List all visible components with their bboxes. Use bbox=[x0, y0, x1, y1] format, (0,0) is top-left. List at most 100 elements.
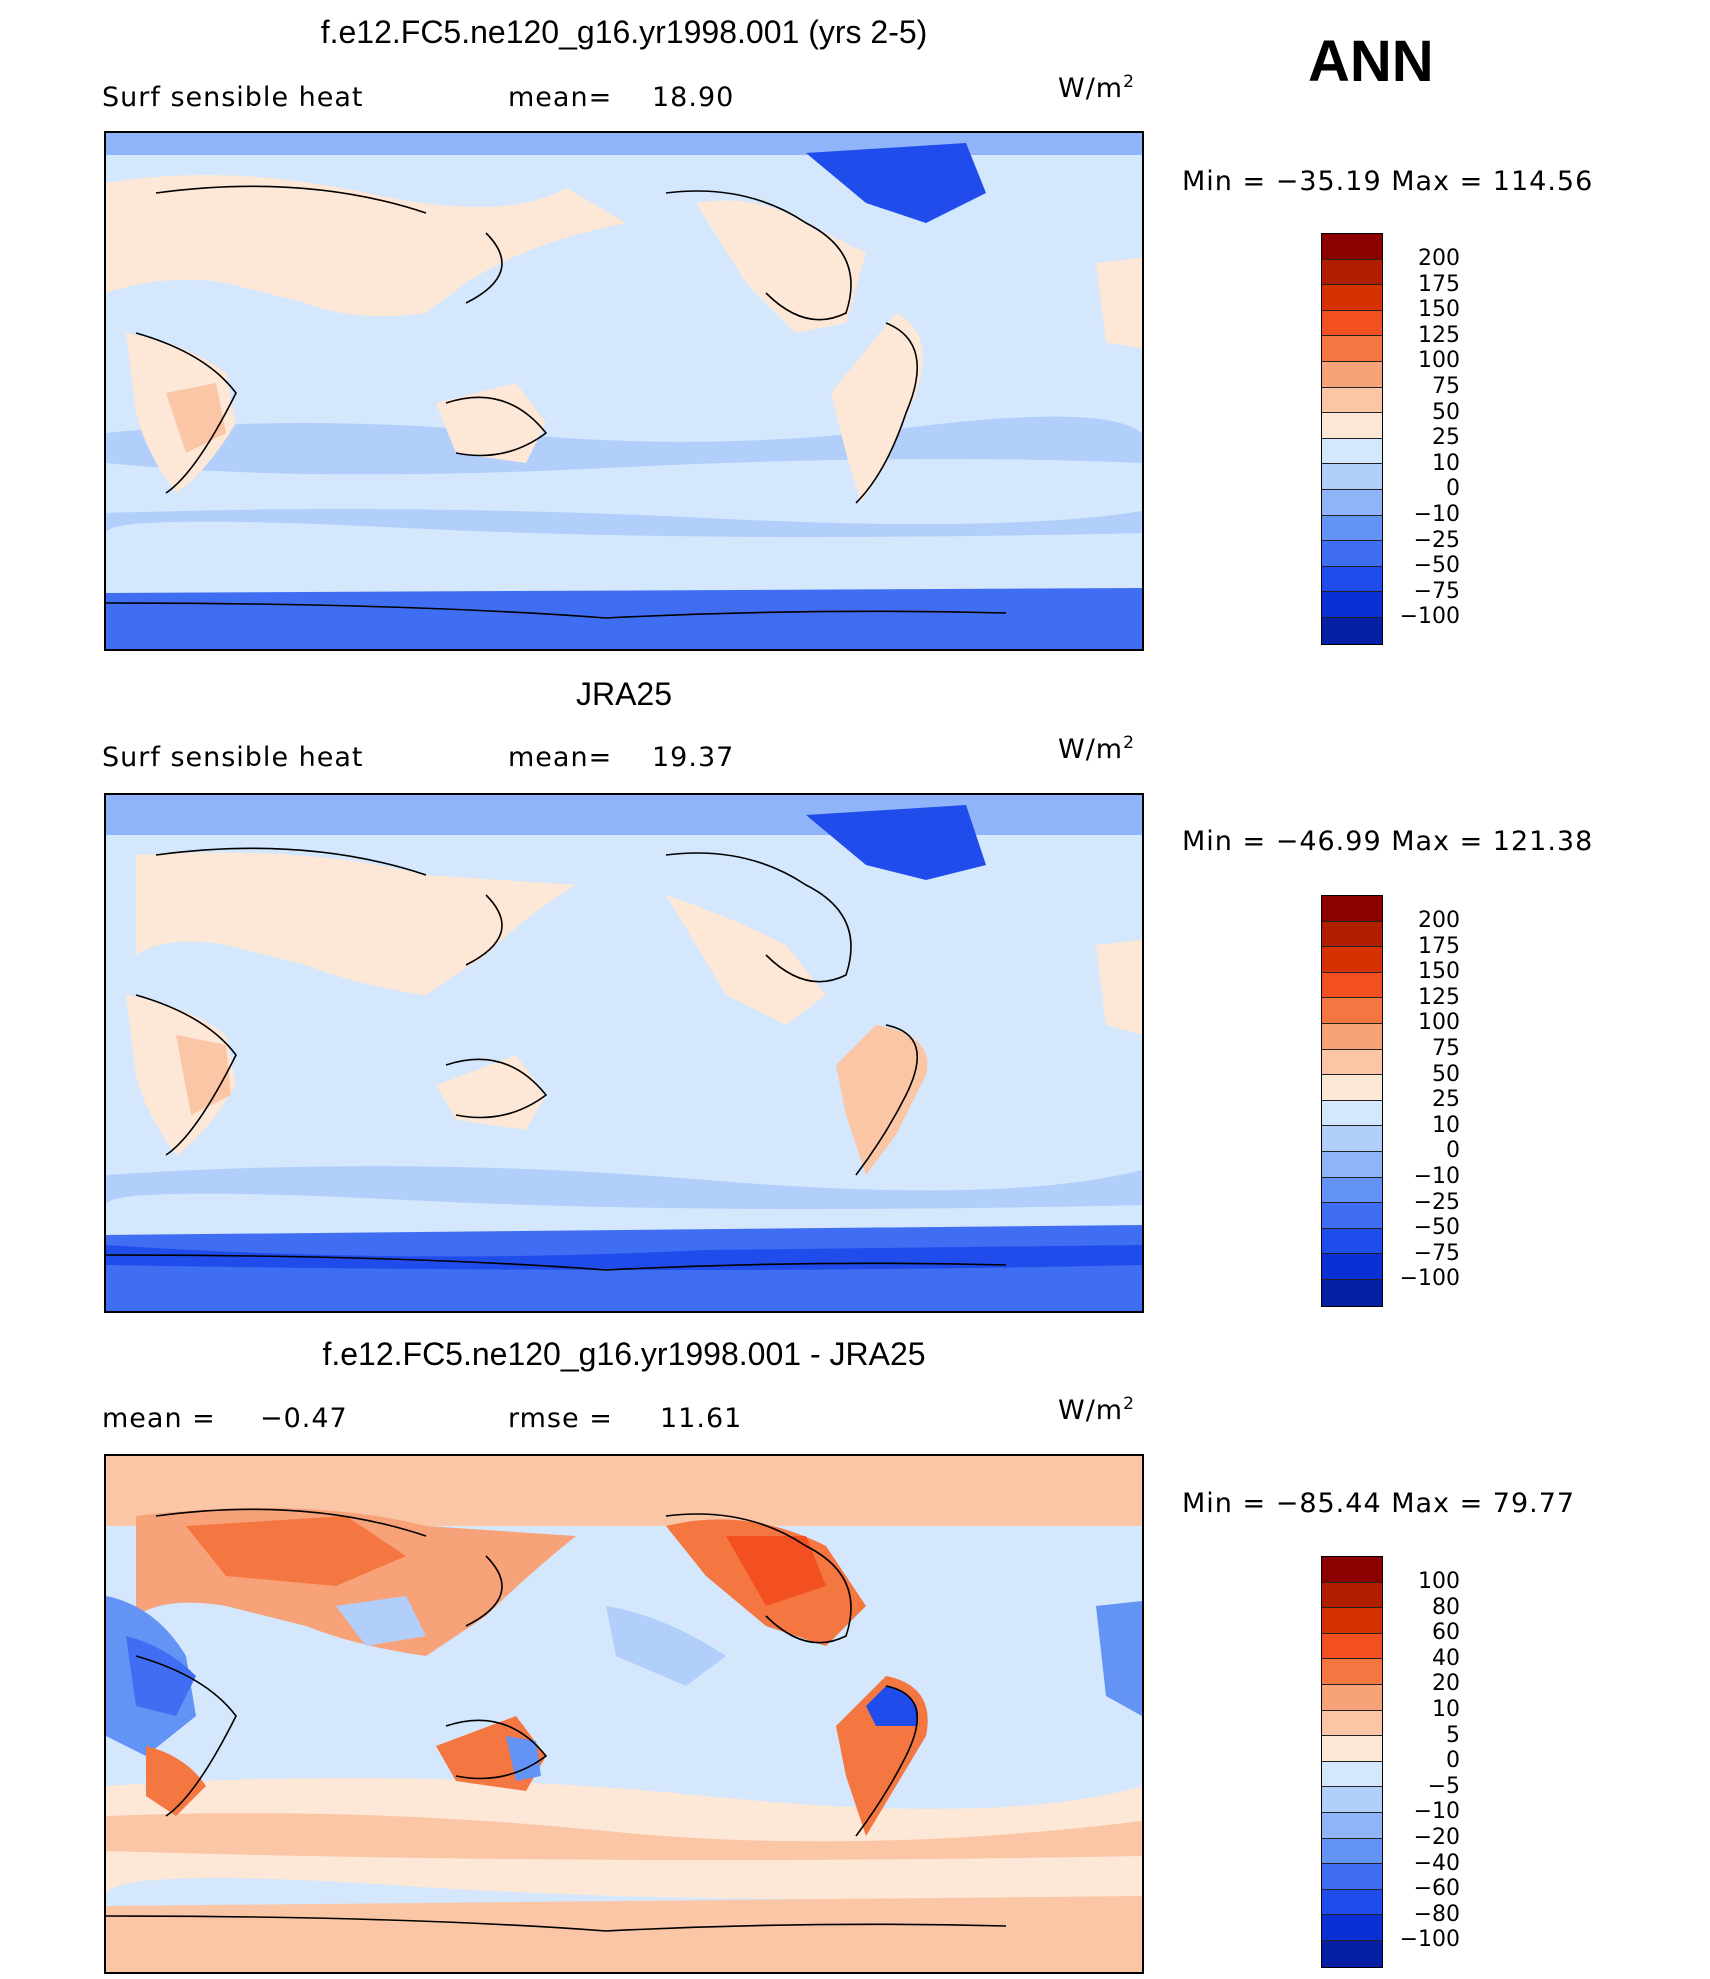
panel-3-colorbar-swatch bbox=[1322, 1557, 1382, 1583]
panel-2-colorbar-tick: −50 bbox=[1413, 1215, 1460, 1241]
panel-1-colorbar-ticks: 200 175 150 125 100 75 50 25 10 0 −10 −2… bbox=[1390, 246, 1460, 630]
panel-1-colorbar-swatch bbox=[1322, 234, 1382, 260]
panel-3-colorbar-tick: 0 bbox=[1446, 1748, 1460, 1774]
panel-1-colorbar-tick: 125 bbox=[1418, 322, 1460, 348]
panel-2-map bbox=[104, 793, 1144, 1313]
panel-2-colorbar-tick: −75 bbox=[1413, 1240, 1460, 1266]
panel-1-colorbar-swatch bbox=[1322, 259, 1382, 286]
panel-3-colorbar-swatch bbox=[1322, 1889, 1382, 1916]
panel-1-colorbar-swatch bbox=[1322, 464, 1382, 490]
panel-3-rmse-value: 11.61 bbox=[660, 1403, 743, 1434]
panel-1-colorbar-swatch bbox=[1322, 617, 1382, 644]
panel-2-colorbar-swatch bbox=[1322, 1126, 1382, 1152]
panel-3-colorbar-swatch bbox=[1322, 1582, 1382, 1609]
panel-3-title: f.e12.FC5.ne120_g16.yr1998.001 - JRA25 bbox=[322, 1336, 926, 1372]
panel-2-colorbar-tick: −100 bbox=[1399, 1266, 1460, 1292]
panel-3-rmse-label: rmse = bbox=[508, 1403, 613, 1434]
panel-2-units: W/m2 bbox=[1058, 733, 1135, 765]
panel-3-colorbar-tick: 5 bbox=[1446, 1722, 1460, 1748]
panel-1-colorbar-tick: 200 bbox=[1418, 246, 1460, 271]
panel-3-colorbar-tick: −5 bbox=[1427, 1773, 1460, 1799]
panel-2-colorbar-swatch bbox=[1322, 1228, 1382, 1255]
panel-2-colorbar-ticks: 200 175 150 125 100 75 50 25 10 0 −10 −2… bbox=[1390, 908, 1460, 1292]
panel-2-colorbar-swatch bbox=[1322, 1203, 1382, 1229]
panel-3-mean-value: −0.47 bbox=[260, 1403, 348, 1434]
panel-1-colorbar-swatch bbox=[1322, 489, 1382, 516]
panel-2-colorbar-swatch bbox=[1322, 972, 1382, 999]
panel-1-colorbar-tick: 50 bbox=[1432, 399, 1460, 425]
panel-2-colorbar-tick: 175 bbox=[1418, 933, 1460, 959]
panel-3-colorbar-swatch bbox=[1322, 1608, 1382, 1634]
panel-3-map bbox=[104, 1454, 1144, 1974]
panel-1-colorbar-tick: 150 bbox=[1418, 297, 1460, 323]
panel-1-variable-label: Surf sensible heat bbox=[102, 82, 364, 113]
panel-2-map-plot bbox=[106, 795, 1142, 1311]
panel-2-title: JRA25 bbox=[575, 676, 673, 712]
panel-2-colorbar-tick: 100 bbox=[1418, 1010, 1460, 1036]
panel-2-colorbar-tick: 25 bbox=[1432, 1087, 1460, 1113]
panel-1-colorbar-tick: 10 bbox=[1432, 450, 1460, 476]
panel-1-colorbar-tick: 25 bbox=[1432, 425, 1460, 451]
panel-2-colorbar-tick: 0 bbox=[1446, 1138, 1460, 1164]
panel-2-mean-value: 19.37 bbox=[652, 742, 735, 773]
panel-3-colorbar-tick: 100 bbox=[1418, 1569, 1460, 1594]
panel-2-colorbar bbox=[1321, 895, 1383, 1307]
panel-1-colorbar-tick: −100 bbox=[1399, 604, 1460, 630]
panel-1-map-plot bbox=[106, 133, 1142, 649]
panel-2-colorbar-swatch bbox=[1322, 1254, 1382, 1280]
panel-3-colorbar-tick: −20 bbox=[1413, 1824, 1460, 1850]
panel-1-mean-label: mean= bbox=[508, 82, 613, 113]
panel-3-colorbar-tick: 10 bbox=[1432, 1696, 1460, 1722]
panel-3-colorbar-tick: 60 bbox=[1432, 1620, 1460, 1646]
panel-2-minmax: Min = −46.99 Max = 121.38 bbox=[1182, 826, 1594, 857]
panel-1-colorbar-tick: 0 bbox=[1446, 476, 1460, 502]
panel-1-colorbar-swatch bbox=[1322, 387, 1382, 414]
panel-1-colorbar-swatch bbox=[1322, 285, 1382, 311]
panel-3-colorbar-swatch bbox=[1322, 1736, 1382, 1762]
panel-3-colorbar-swatch bbox=[1322, 1633, 1382, 1660]
panel-1-colorbar-swatch bbox=[1322, 541, 1382, 567]
panel-2-colorbar-tick: 75 bbox=[1432, 1035, 1460, 1061]
panel-1-colorbar-swatch bbox=[1322, 592, 1382, 618]
panel-3-colorbar-ticks: 100 80 60 40 20 10 5 0 −5 −10 −20 −40 −6… bbox=[1390, 1569, 1460, 1953]
panel-3-colorbar-tick: 40 bbox=[1432, 1645, 1460, 1671]
panel-3-colorbar-swatch bbox=[1322, 1940, 1382, 1967]
panel-2-colorbar-tick: 150 bbox=[1418, 959, 1460, 985]
panel-3-units: W/m2 bbox=[1058, 1394, 1135, 1426]
panel-1-colorbar-tick: 100 bbox=[1418, 348, 1460, 374]
panel-3-minmax: Min = −85.44 Max = 79.77 bbox=[1182, 1488, 1576, 1519]
panel-1-colorbar-swatch bbox=[1322, 310, 1382, 337]
panel-2-mean-label: mean= bbox=[508, 742, 613, 773]
panel-3-colorbar-tick: −40 bbox=[1413, 1850, 1460, 1876]
panel-3-colorbar-tick: −10 bbox=[1413, 1799, 1460, 1825]
panel-1-colorbar-tick: −75 bbox=[1413, 578, 1460, 604]
panel-1-title: f.e12.FC5.ne120_g16.yr1998.001 (yrs 2-5) bbox=[320, 14, 928, 50]
panel-2-colorbar-swatch bbox=[1322, 1075, 1382, 1101]
panel-3-colorbar-swatch bbox=[1322, 1838, 1382, 1865]
panel-2-colorbar-tick: 200 bbox=[1418, 908, 1460, 933]
panel-2-colorbar-swatch bbox=[1322, 1279, 1382, 1306]
panel-3-colorbar bbox=[1321, 1556, 1383, 1968]
panel-1-minmax: Min = −35.19 Max = 114.56 bbox=[1182, 166, 1594, 197]
panel-1-colorbar-swatch bbox=[1322, 413, 1382, 439]
panel-1-colorbar-tick: 175 bbox=[1418, 271, 1460, 297]
panel-3-colorbar-tick: −100 bbox=[1399, 1927, 1460, 1953]
panel-3-colorbar-swatch bbox=[1322, 1787, 1382, 1813]
panel-2-colorbar-swatch bbox=[1322, 1049, 1382, 1076]
panel-1-colorbar bbox=[1321, 233, 1383, 645]
panel-2-colorbar-tick: −25 bbox=[1413, 1189, 1460, 1215]
panel-2-colorbar-swatch bbox=[1322, 1177, 1382, 1204]
panel-2-colorbar-tick: 10 bbox=[1432, 1112, 1460, 1138]
panel-3-colorbar-swatch bbox=[1322, 1812, 1382, 1839]
panel-3-colorbar-swatch bbox=[1322, 1915, 1382, 1941]
panel-1-units: W/m2 bbox=[1058, 72, 1135, 104]
panel-2-colorbar-tick: −10 bbox=[1413, 1163, 1460, 1189]
panel-2-colorbar-swatch bbox=[1322, 998, 1382, 1024]
panel-3-colorbar-swatch bbox=[1322, 1710, 1382, 1737]
panel-1-colorbar-swatch bbox=[1322, 515, 1382, 542]
panel-2-colorbar-tick: 50 bbox=[1432, 1061, 1460, 1087]
panel-1-colorbar-swatch bbox=[1322, 438, 1382, 465]
panel-3-colorbar-swatch bbox=[1322, 1659, 1382, 1685]
panel-2-colorbar-swatch bbox=[1322, 921, 1382, 948]
panel-3-colorbar-tick: 80 bbox=[1432, 1594, 1460, 1620]
